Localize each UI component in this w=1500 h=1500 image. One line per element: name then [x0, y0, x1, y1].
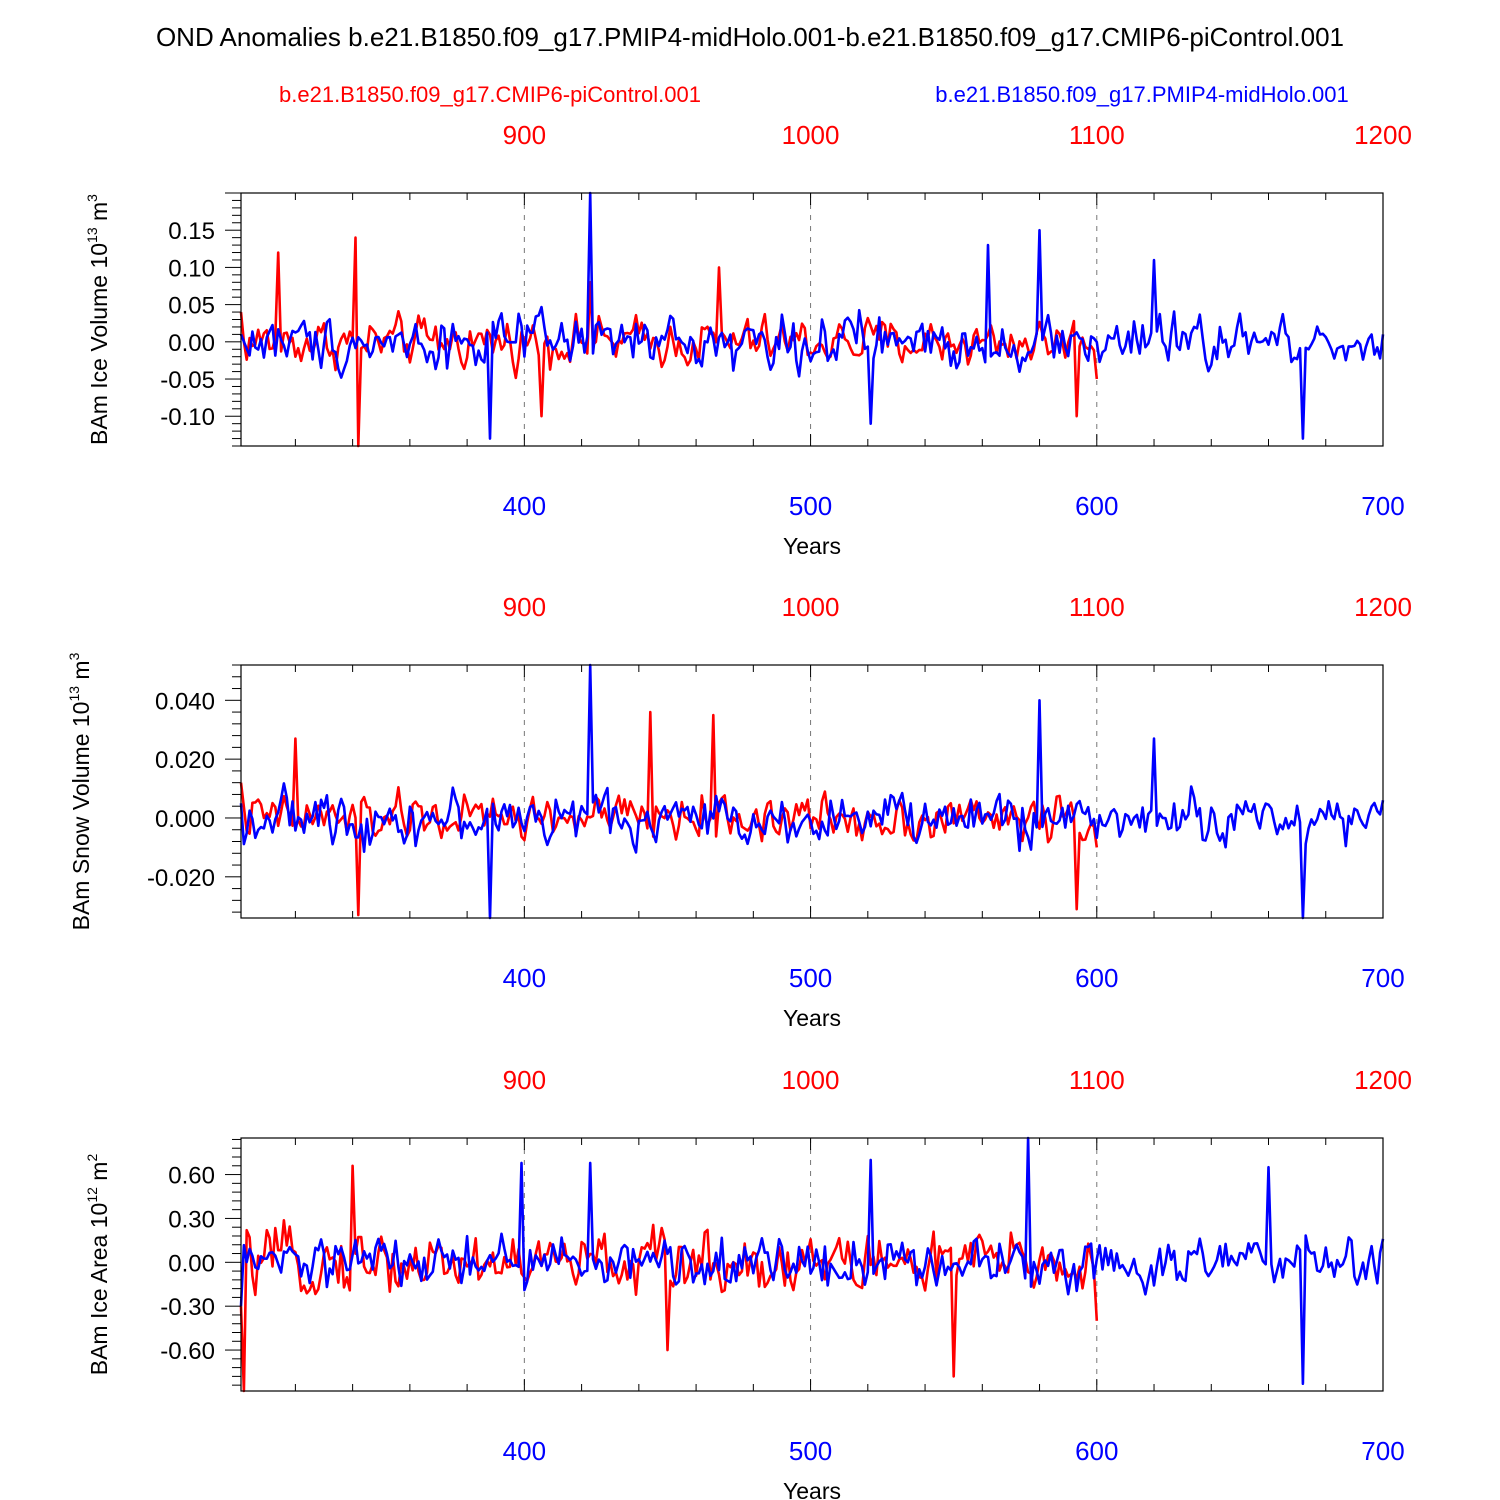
y-tick-label: -0.10 [160, 404, 215, 431]
series-midholo-line [239, 191, 1385, 440]
y-axis-label: BAm Ice Area 1012 m2 [84, 1154, 112, 1376]
x-bottom-tick-label: 500 [789, 1436, 832, 1466]
y-tick-label: 0.040 [155, 688, 215, 715]
y-tick-label: 0.10 [168, 255, 215, 282]
x-top-tick-label: 900 [503, 1065, 546, 1095]
y-tick-label: 0.00 [168, 1250, 215, 1277]
x-top-tick-label: 1200 [1354, 592, 1412, 622]
x-bottom-tick-label: 700 [1361, 963, 1404, 993]
x-bottom-tick-label: 400 [503, 963, 546, 993]
x-bottom-tick-label: 500 [789, 963, 832, 993]
panel-2: 400 500 600 700 900 1000 1100 1200 -0.020 0.000 0.… [66, 592, 1412, 1031]
chart-title: OND Anomalies b.e21.B1850.f09_g17.PMIP4-… [156, 22, 1344, 52]
series-midholo-line [239, 1136, 1385, 1385]
y-tick-label: -0.60 [160, 1338, 215, 1365]
series-control-line [239, 236, 1099, 448]
x-top-tick-label: 1100 [1069, 592, 1125, 622]
plot-frame [240, 1137, 1384, 1392]
x-axis-label: Years [783, 1005, 841, 1031]
x-bottom-tick-label: 400 [503, 491, 546, 521]
series-control-line [239, 1164, 1099, 1393]
x-top-tick-label: 1200 [1354, 1065, 1412, 1095]
y-axis-label: BAm Ice Volume 1013 m3 [84, 194, 112, 445]
y-tick-label: -0.05 [160, 367, 215, 394]
y-tick-label: 0.00 [168, 330, 215, 357]
legend-control: b.e21.B1850.f09_g17.CMIP6-piControl.001 [279, 82, 701, 107]
x-axis-label: Years [783, 533, 841, 559]
x-axis-label: Years [783, 1478, 841, 1500]
x-bottom-tick-label: 700 [1361, 491, 1404, 521]
x-top-tick-label: 900 [503, 592, 546, 622]
x-bottom-tick-label: 500 [789, 491, 832, 521]
x-top-tick-label: 1200 [1354, 120, 1412, 150]
plot-frame [240, 192, 1384, 447]
x-top-tick-label: 1000 [782, 120, 840, 150]
panel-1: 400 500 600 700 900 1000 1100 1200 -0.10 -0.05 0.0… [84, 120, 1412, 559]
x-bottom-tick-label: 600 [1075, 963, 1118, 993]
x-top-tick-label: 1100 [1069, 120, 1125, 150]
y-tick-label: -0.30 [160, 1294, 215, 1321]
x-bottom-tick-label: 400 [503, 1436, 546, 1466]
legend-midholo: b.e21.B1850.f09_g17.PMIP4-midHolo.001 [935, 82, 1348, 107]
y-tick-label: 0.000 [155, 806, 215, 833]
y-tick-label: 0.15 [168, 218, 215, 245]
y-tick-label: 0.60 [168, 1163, 215, 1190]
y-tick-label: 0.05 [168, 293, 215, 320]
x-bottom-tick-label: 600 [1075, 491, 1118, 521]
x-bottom-tick-label: 600 [1075, 1436, 1118, 1466]
x-top-tick-label: 1100 [1069, 1065, 1125, 1095]
x-top-tick-label: 1000 [782, 592, 840, 622]
x-bottom-tick-label: 700 [1361, 1436, 1404, 1466]
y-tick-label: -0.020 [147, 865, 215, 892]
y-tick-label: 0.30 [168, 1206, 215, 1233]
plot-frame [240, 664, 1384, 919]
series-midholo-line [239, 663, 1385, 920]
x-top-tick-label: 1000 [782, 1065, 840, 1095]
panels: 400 500 600 700 900 1000 1100 1200 -0.10 -0.05 0.0… [66, 120, 1412, 1500]
x-top-tick-label: 900 [503, 120, 546, 150]
y-tick-label: 0.020 [155, 747, 215, 774]
panel-3: 400 500 600 700 900 1000 1100 1200 -0.60 -0.30 0.0… [84, 1065, 1412, 1500]
y-axis-label: BAm Snow Volume 1013 m3 [66, 652, 94, 930]
series-control-line [239, 710, 1099, 917]
